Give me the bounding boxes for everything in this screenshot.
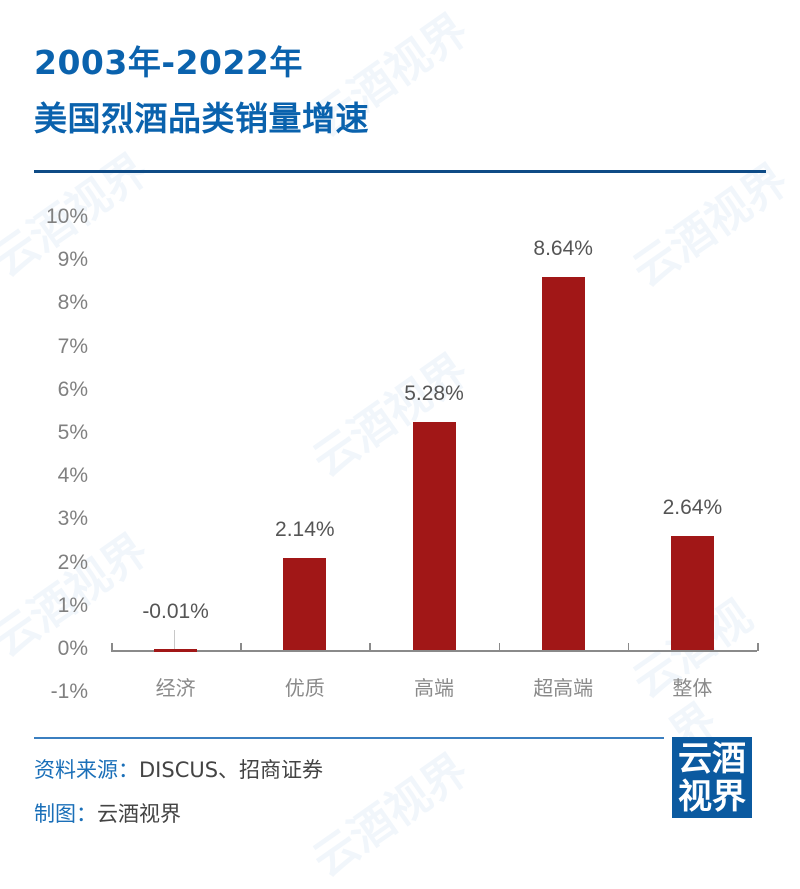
x-tick <box>627 643 630 651</box>
y-tick-label: 5% <box>57 421 88 444</box>
maker-value: 云酒视界 <box>97 802 181 826</box>
category-label: 高端 <box>414 676 454 700</box>
value-label: 8.64% <box>533 236 593 260</box>
chart-title-line1: 2003年-2022年 <box>34 43 303 82</box>
y-tick-label: 3% <box>57 507 88 531</box>
y-tick-label: -1% <box>50 680 88 704</box>
brand-logo: 云酒 视界 <box>672 737 752 818</box>
chart-title-line2: 美国烈酒品类销量增速 <box>34 99 369 138</box>
bar <box>154 649 198 652</box>
value-label: -0.01% <box>142 600 209 623</box>
value-label: 2.14% <box>275 517 335 541</box>
maker-label: 制图： <box>34 802 97 826</box>
category-label: 经济 <box>155 676 196 700</box>
y-tick-label: 8% <box>57 291 88 315</box>
x-tick <box>240 643 242 651</box>
x-tick <box>111 643 113 651</box>
maker-note: 制图：云酒视界 <box>34 798 181 828</box>
y-tick-label: 7% <box>57 334 88 358</box>
logo-line2: 视界 <box>678 776 746 817</box>
y-tick-label: 2% <box>57 550 88 574</box>
bar <box>670 535 714 650</box>
x-tick <box>498 643 501 651</box>
category-label: 整体 <box>672 676 713 700</box>
watermark: 云酒视界 <box>303 744 478 888</box>
y-tick-label: 6% <box>57 377 88 401</box>
x-axis <box>111 650 757 652</box>
y-tick-label: 4% <box>57 464 88 488</box>
bar <box>283 557 327 650</box>
y-tick-label: 10% <box>45 205 88 228</box>
footer-divider <box>34 737 664 739</box>
y-tick-label: 9% <box>57 248 88 272</box>
category-label: 超高端 <box>533 676 594 700</box>
value-label: 2.64% <box>662 495 723 519</box>
bar <box>541 276 585 650</box>
watermark: 云酒视界 <box>623 154 798 298</box>
bar <box>412 421 456 650</box>
y-tick-label: 0% <box>57 637 88 660</box>
logo-line1: 云酒 <box>678 738 746 779</box>
x-tick <box>369 643 371 651</box>
category-label: 优质 <box>284 676 325 700</box>
source-label: 资料来源： <box>34 758 139 782</box>
source-value: DISCUS、招商证券 <box>139 758 324 782</box>
label-leader-line <box>173 630 175 649</box>
title-divider <box>34 170 766 173</box>
y-tick-label: 1% <box>57 593 88 617</box>
x-tick <box>757 643 759 651</box>
value-label: 5.28% <box>404 381 464 405</box>
source-note: 资料来源：DISCUS、招商证券 <box>34 754 323 784</box>
